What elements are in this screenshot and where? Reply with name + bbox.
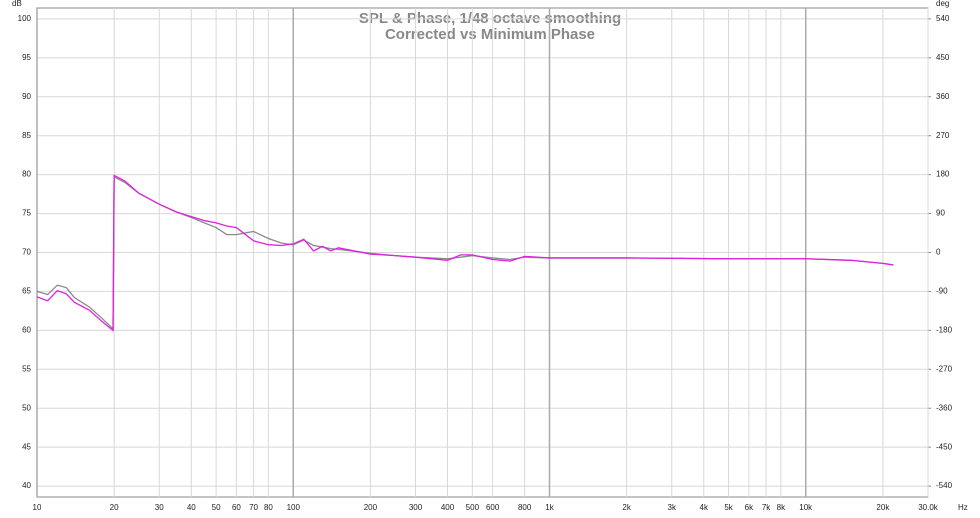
y2-tick-label: -450 <box>936 442 953 451</box>
y-tick-label: 55 <box>22 364 31 373</box>
x-tick-label: 4k <box>700 503 709 512</box>
x-tick-label: 7k <box>762 503 771 512</box>
y-tick-label: 60 <box>22 325 31 334</box>
y2-unit: deg <box>936 0 949 8</box>
x-tick-label: 40 <box>187 503 196 512</box>
y-tick-label: 65 <box>22 287 31 296</box>
x-tick-label: 20 <box>110 503 119 512</box>
y2-tick-label: -180 <box>936 325 953 334</box>
y-tick-label: 100 <box>18 14 32 23</box>
x-tick-label: 5k <box>724 503 733 512</box>
x-tick-label: 800 <box>518 503 532 512</box>
y2-tick-label: -540 <box>936 481 953 490</box>
x-tick-label: 400 <box>441 503 455 512</box>
y-tick-label: 70 <box>22 248 31 257</box>
x-tick-label: 600 <box>486 503 500 512</box>
y2-tick-label: 270 <box>936 131 950 140</box>
y2-tick-label: 360 <box>936 92 950 101</box>
x-tick-label: 10 <box>33 503 42 512</box>
x-tick-label: 80 <box>264 503 273 512</box>
x-tick-label: 30 <box>155 503 164 512</box>
chart-subtitle: Corrected vs Minimum Phase <box>385 26 595 43</box>
x-tick-label: 3k <box>668 503 677 512</box>
y-tick-label: 75 <box>22 209 31 218</box>
y2-tick-label: -270 <box>936 364 953 373</box>
x-tick-label: 500 <box>466 503 480 512</box>
x-tick-label: 1k <box>545 503 554 512</box>
y2-tick-label: 180 <box>936 170 950 179</box>
y2-tick-label: 540 <box>936 14 950 23</box>
x-tick-label: 10k <box>799 503 813 512</box>
x-tick-label: 200 <box>364 503 378 512</box>
x-unit: Hz <box>958 503 968 512</box>
y2-tick-label: 450 <box>936 53 950 62</box>
y-tick-label: 45 <box>22 442 31 451</box>
y-tick-label: 90 <box>22 92 31 101</box>
y-unit: dB <box>12 0 22 8</box>
x-tick-label: 100 <box>287 503 301 512</box>
y-tick-label: 40 <box>22 481 31 490</box>
y2-tick-label: -360 <box>936 403 953 412</box>
x-tick-label: 60 <box>232 503 241 512</box>
x-tick-label: 6k <box>745 503 754 512</box>
series-line <box>36 174 894 332</box>
x-tick-label: 300 <box>409 503 423 512</box>
y2-tick-label: -90 <box>936 287 948 296</box>
y2-tick-label: 90 <box>936 209 945 218</box>
x-tick-label: 70 <box>249 503 258 512</box>
x-tick-label: 8k <box>777 503 786 512</box>
x-tick-label: 30.0k <box>918 503 939 512</box>
y-tick-label: 80 <box>22 170 31 179</box>
y2-tick-label: 0 <box>936 248 941 257</box>
x-tick-label: 20k <box>876 503 890 512</box>
y-tick-label: 95 <box>22 53 31 62</box>
y-tick-label: 85 <box>22 131 31 140</box>
x-tick-label: 50 <box>212 503 221 512</box>
x-tick-label: 2k <box>622 503 631 512</box>
y-tick-label: 50 <box>22 403 31 412</box>
